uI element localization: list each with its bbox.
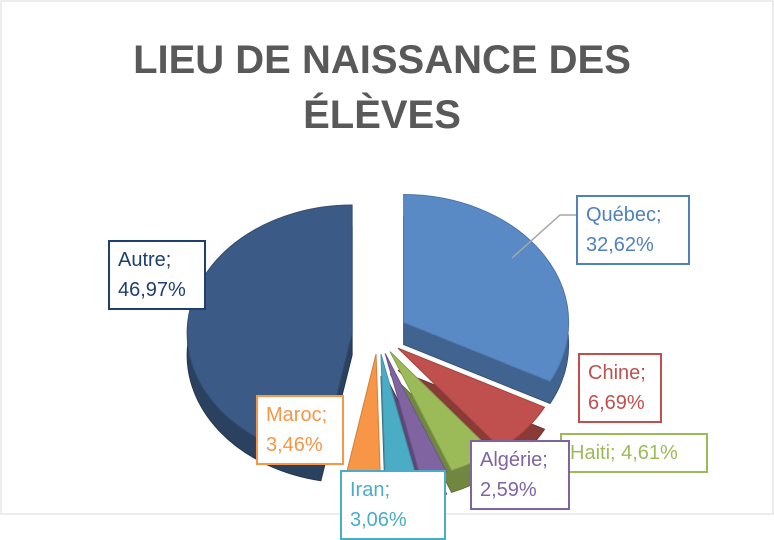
data-label: Algérie; 2,59% <box>470 440 570 510</box>
data-label: Chine; 6,69% <box>578 353 662 423</box>
data-label: Québec; 32,62% <box>576 195 690 265</box>
chart-title: LIEU DE NAISSANCE DES <box>133 38 631 82</box>
slice <box>344 354 382 483</box>
chart-title: ÉLÈVES <box>303 92 461 137</box>
data-label: Autre; 46,97% <box>108 240 206 310</box>
chart-svg: LIEU DE NAISSANCE DES ÉLÈVES <box>0 0 774 515</box>
leader-line <box>511 214 578 259</box>
data-label: Maroc; 3,46% <box>256 395 344 465</box>
slice <box>403 194 570 383</box>
data-label: Haiti; 4,61% <box>560 433 708 473</box>
pie <box>186 194 570 505</box>
data-label: Iran; 3,06% <box>340 470 446 540</box>
